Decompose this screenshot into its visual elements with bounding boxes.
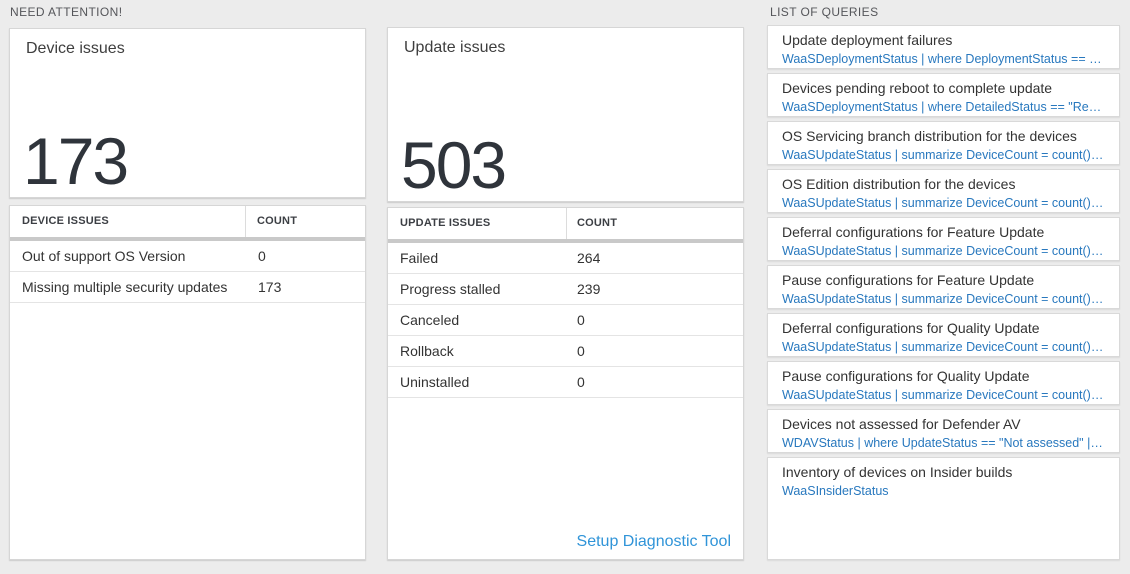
update-issues-tile-title: Update issues <box>404 39 506 56</box>
query-item-defender-av-not-assessed[interactable]: Devices not assessed for Defender AV WDA… <box>767 409 1120 453</box>
issue-name-cell: Progress stalled <box>400 281 501 297</box>
issue-count-cell: 0 <box>577 374 585 390</box>
query-text: WDAVStatus | where UpdateStatus == "Not … <box>782 436 1105 450</box>
issue-count-cell: 173 <box>258 279 282 295</box>
issue-name-cell: Missing multiple security updates <box>22 279 228 295</box>
header-separator-bar <box>10 237 365 241</box>
issue-count-cell: 0 <box>577 343 585 359</box>
column-divider <box>245 206 246 237</box>
query-title: Deferral configurations for Quality Upda… <box>782 320 1040 336</box>
query-title: Update deployment failures <box>782 32 953 48</box>
table-row[interactable]: Out of support OS Version 0 <box>10 241 365 272</box>
update-issues-column-header: UPDATE ISSUES <box>400 217 491 229</box>
query-text: WaaSDeploymentStatus | where DeploymentS… <box>782 52 1105 66</box>
query-title: Pause configurations for Feature Update <box>782 272 1035 288</box>
query-item-devices-pending-reboot[interactable]: Devices pending reboot to complete updat… <box>767 73 1120 117</box>
query-text: WaaSUpdateStatus | summarize DeviceCount… <box>782 292 1105 306</box>
device-issues-count-value: 173 <box>23 124 129 198</box>
update-issues-table: UPDATE ISSUES COUNT Failed 264 Progress … <box>387 207 744 560</box>
header-separator-bar <box>388 239 743 243</box>
list-of-queries-section-label: LIST OF QUERIES <box>770 5 879 19</box>
issue-name-cell: Failed <box>400 250 439 266</box>
need-attention-section-label: NEED ATTENTION! <box>10 5 123 19</box>
query-text: WaaSUpdateStatus | summarize DeviceCount… <box>782 388 1105 402</box>
query-item-os-edition-distribution[interactable]: OS Edition distribution for the devices … <box>767 169 1120 213</box>
issue-name-cell: Canceled <box>400 312 460 328</box>
query-text: WaaSInsiderStatus <box>782 484 889 498</box>
query-item-pause-quality-update[interactable]: Pause configurations for Quality Update … <box>767 361 1120 405</box>
query-text: WaaSUpdateStatus | summarize DeviceCount… <box>782 340 1105 354</box>
query-text: WaaSDeploymentStatus | where DetailedSta… <box>782 100 1105 114</box>
query-title: Inventory of devices on Insider builds <box>782 464 1013 480</box>
issue-count-cell: 0 <box>258 248 266 264</box>
issue-name-cell: Rollback <box>400 343 454 359</box>
query-item-deferral-feature-update[interactable]: Deferral configurations for Feature Upda… <box>767 217 1120 261</box>
update-issues-tile[interactable]: Update issues 503 <box>387 27 744 202</box>
query-list: Update deployment failures WaaSDeploymen… <box>767 25 1120 560</box>
query-text: WaaSUpdateStatus | summarize DeviceCount… <box>782 148 1105 162</box>
issue-count-cell: 239 <box>577 281 601 297</box>
query-item-deferral-quality-update[interactable]: Deferral configurations for Quality Upda… <box>767 313 1120 357</box>
table-row[interactable]: Rollback 0 <box>388 336 743 367</box>
table-row[interactable]: Uninstalled 0 <box>388 367 743 398</box>
query-title: OS Edition distribution for the devices <box>782 176 1016 192</box>
count-column-header: COUNT <box>257 215 298 227</box>
query-item-insider-builds-inventory[interactable]: Inventory of devices on Insider builds W… <box>767 457 1120 560</box>
issue-count-cell: 264 <box>577 250 601 266</box>
update-issues-table-header: UPDATE ISSUES COUNT <box>388 208 743 239</box>
count-column-header: COUNT <box>577 217 618 229</box>
device-issues-tile-title: Device issues <box>26 40 125 57</box>
query-title: Devices not assessed for Defender AV <box>782 416 1021 432</box>
query-title: Devices pending reboot to complete updat… <box>782 80 1053 96</box>
query-item-os-servicing-branch[interactable]: OS Servicing branch distribution for the… <box>767 121 1120 165</box>
issue-count-cell: 0 <box>577 312 585 328</box>
query-item-pause-feature-update[interactable]: Pause configurations for Feature Update … <box>767 265 1120 309</box>
device-issues-table-header: DEVICE ISSUES COUNT <box>10 206 365 237</box>
device-issues-tile[interactable]: Device issues 173 <box>9 28 366 198</box>
table-row[interactable]: Failed 264 <box>388 243 743 274</box>
column-divider <box>566 208 567 239</box>
setup-diagnostic-tool-link[interactable]: Setup Diagnostic Tool <box>576 533 731 550</box>
query-title: Pause configurations for Quality Update <box>782 368 1030 384</box>
issue-name-cell: Uninstalled <box>400 374 470 390</box>
table-row[interactable]: Progress stalled 239 <box>388 274 743 305</box>
query-title: Deferral configurations for Feature Upda… <box>782 224 1045 240</box>
query-text: WaaSUpdateStatus | summarize DeviceCount… <box>782 196 1105 210</box>
device-issues-table: DEVICE ISSUES COUNT Out of support OS Ve… <box>9 205 366 560</box>
query-item-update-deployment-failures[interactable]: Update deployment failures WaaSDeploymen… <box>767 25 1120 69</box>
query-text: WaaSUpdateStatus | summarize DeviceCount… <box>782 244 1105 258</box>
table-row[interactable]: Canceled 0 <box>388 305 743 336</box>
device-issues-column-header: DEVICE ISSUES <box>22 215 109 227</box>
table-row[interactable]: Missing multiple security updates 173 <box>10 272 365 303</box>
issue-name-cell: Out of support OS Version <box>22 248 186 264</box>
query-title: OS Servicing branch distribution for the… <box>782 128 1077 144</box>
update-issues-count-value: 503 <box>401 128 507 202</box>
